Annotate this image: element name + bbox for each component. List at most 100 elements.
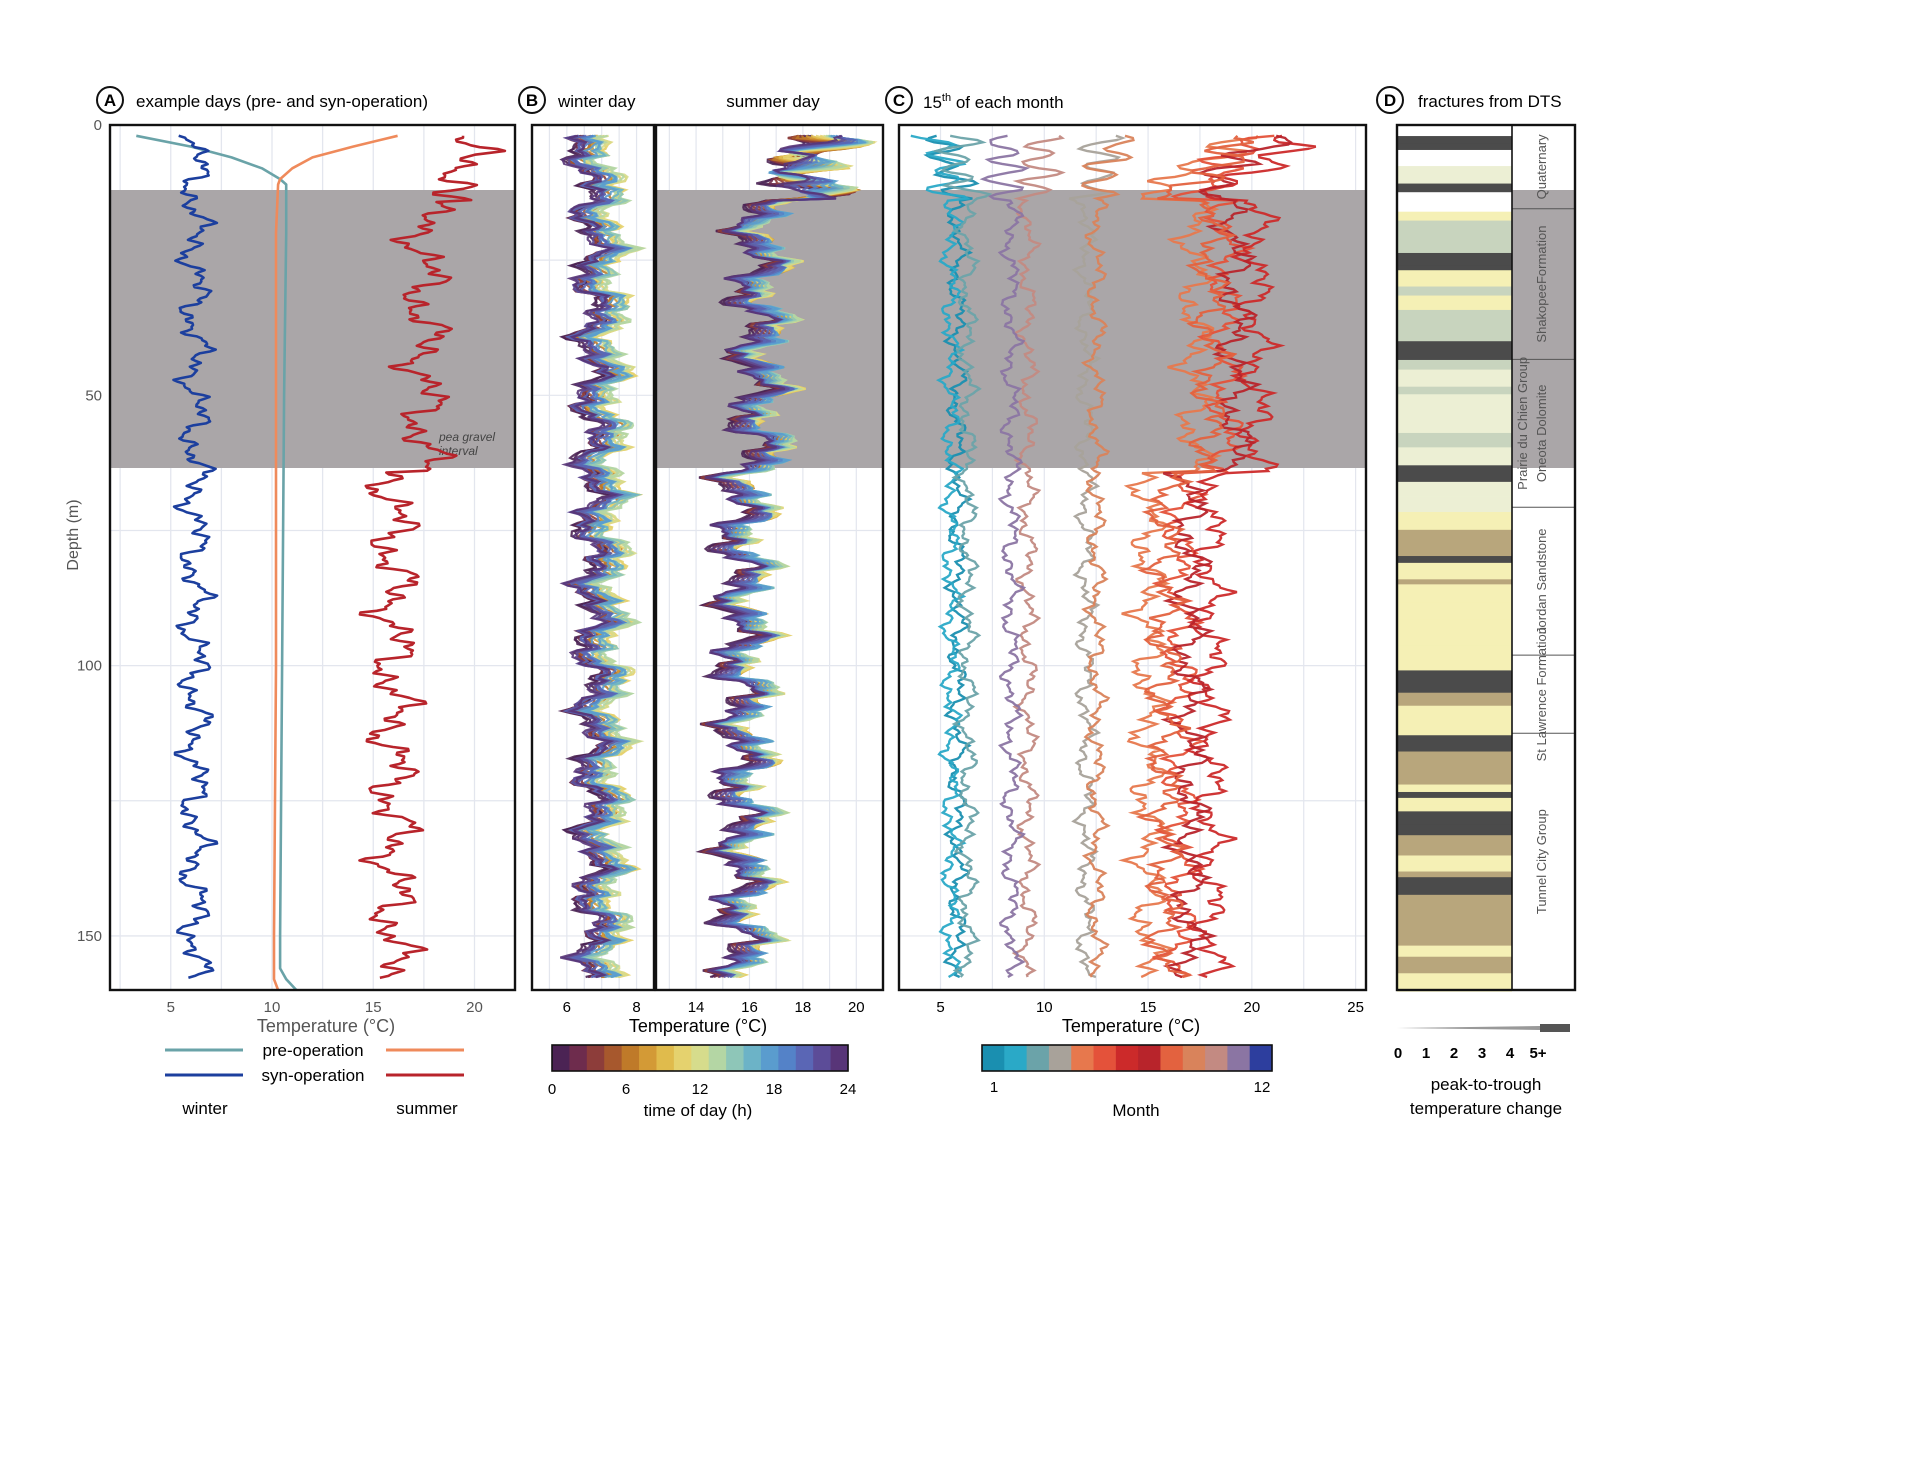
stratum-band (1397, 811, 1512, 826)
stratum-band (1397, 432, 1512, 448)
scale-tick: 4 (1506, 1045, 1515, 1062)
panel-c-title: 15th of each month (923, 92, 1064, 112)
stratum-band (1397, 570, 1512, 580)
colorbar-swatch (1026, 1045, 1050, 1071)
stratum-band (1397, 136, 1512, 144)
panel-b-badge (518, 86, 546, 114)
colorbar-swatch (1138, 1045, 1162, 1071)
legend-syn-operation: syn-operation (261, 1066, 364, 1085)
scale-tick: 0 (1394, 1045, 1402, 1062)
stratum-band (1397, 236, 1512, 254)
y-tick-label: 0 (94, 117, 102, 134)
colorbar-swatch (743, 1045, 762, 1071)
month-line (931, 134, 993, 978)
stratum-band (1397, 584, 1512, 603)
x-tick-label: 14 (688, 999, 705, 1016)
stratum-band (1397, 286, 1512, 296)
legend-pre-operation: pre-operation (262, 1041, 363, 1060)
month-line (910, 134, 971, 979)
pea-gravel-interval (110, 190, 515, 468)
month-line (1068, 134, 1127, 979)
colorbar-swatch (830, 1045, 849, 1071)
panel-b-letter: B (526, 91, 538, 110)
stratum-band (1397, 791, 1512, 799)
panel-a-ticks: 5 10 15 20 0 50 100 150 (77, 117, 483, 1016)
month-line (979, 134, 1031, 979)
fracture-scale-bar: 0 1 2 3 4 5+ (1394, 1024, 1570, 1062)
stratum-band (1397, 465, 1512, 483)
formation-label: Oneota Dolomite (1534, 385, 1549, 483)
pea-gravel-label-2: interval (439, 444, 478, 458)
stratum-band (1397, 932, 1512, 939)
panel-a-frame (108, 123, 517, 992)
stratum-band (1397, 220, 1512, 237)
stratum-band (1397, 619, 1512, 636)
colorbar-swatch (552, 1045, 571, 1071)
colorbar-tick: 1 (990, 1079, 998, 1096)
stratum-band (1397, 183, 1512, 193)
scale-label-2: temperature change (1410, 1099, 1562, 1118)
x-tick-label: 15 (365, 999, 382, 1016)
stratum-band (1397, 295, 1512, 311)
formation-label: ShakopeeFormation (1534, 226, 1549, 343)
x-tick-label: 20 (466, 999, 483, 1016)
stratum-band (1397, 270, 1512, 287)
stratum-band (1397, 721, 1512, 736)
y-tick-label: 150 (77, 928, 102, 945)
colorbar-swatch (1249, 1045, 1273, 1071)
scale-tick: 1 (1422, 1045, 1430, 1062)
legend-winter: winter (181, 1099, 228, 1118)
panel-a-badge (96, 86, 124, 114)
colorbar-swatch (569, 1045, 588, 1071)
month-line (1159, 134, 1293, 979)
colorbar-frame (551, 1044, 849, 1072)
panel-b-title-summer: summer day (726, 92, 820, 111)
panel-b-summer-series (695, 134, 878, 979)
stratum-band (1397, 394, 1512, 409)
stratum-band (1397, 447, 1512, 461)
colorbar-tick: 12 (1254, 1079, 1271, 1096)
stratum-band (1397, 506, 1512, 513)
x-tick-label: 5 (167, 999, 175, 1016)
stratum-band (1397, 125, 1512, 137)
colorbar-swatch (1004, 1045, 1028, 1071)
stratum-band (1397, 359, 1512, 371)
x-tick-label: 6 (563, 999, 571, 1016)
month-line (1080, 134, 1135, 978)
stratum-band (1397, 369, 1512, 388)
colorbar-tick: 24 (840, 1081, 857, 1098)
stratum-band (1397, 973, 1512, 992)
x-tick-label: 15 (1140, 999, 1157, 1016)
colorbar-swatch (982, 1045, 1005, 1071)
x-tick-label: 5 (936, 999, 944, 1016)
stratum-band (1397, 835, 1512, 841)
stratum-band (1397, 705, 1512, 723)
stratum-band (1397, 922, 1512, 933)
colorbar-swatch (656, 1045, 675, 1071)
time-of-day-label: time of day (h) (644, 1101, 753, 1120)
legend-summer: summer (396, 1099, 458, 1118)
month-label: Month (1112, 1101, 1159, 1120)
stratum-band (1397, 265, 1512, 271)
colorbar-tick: 0 (548, 1081, 556, 1098)
stratum-band (1397, 496, 1512, 507)
panel-c-badge (885, 86, 913, 114)
series-line (136, 134, 298, 990)
stratum-band (1397, 678, 1512, 694)
stratum-band (1397, 938, 1512, 947)
stratum-band (1397, 824, 1512, 836)
scale-label-1: peak-to-trough (1431, 1075, 1542, 1094)
time-of-day-colorbar: 0 6 12 18 24 (548, 1044, 857, 1098)
stratum-band (1397, 202, 1512, 213)
panel-d-badge (1376, 86, 1404, 114)
x-tick-label: 20 (1244, 999, 1261, 1016)
stratum-band (1397, 562, 1512, 571)
panel-c-letter: C (893, 91, 905, 110)
summer-day-line (704, 134, 842, 979)
stratum-band (1397, 634, 1512, 647)
stratum-band (1397, 651, 1512, 663)
panel-a-title: example days (pre- and syn-operation) (136, 92, 428, 111)
month-line (1135, 134, 1255, 979)
colorbar-swatch (691, 1045, 710, 1071)
